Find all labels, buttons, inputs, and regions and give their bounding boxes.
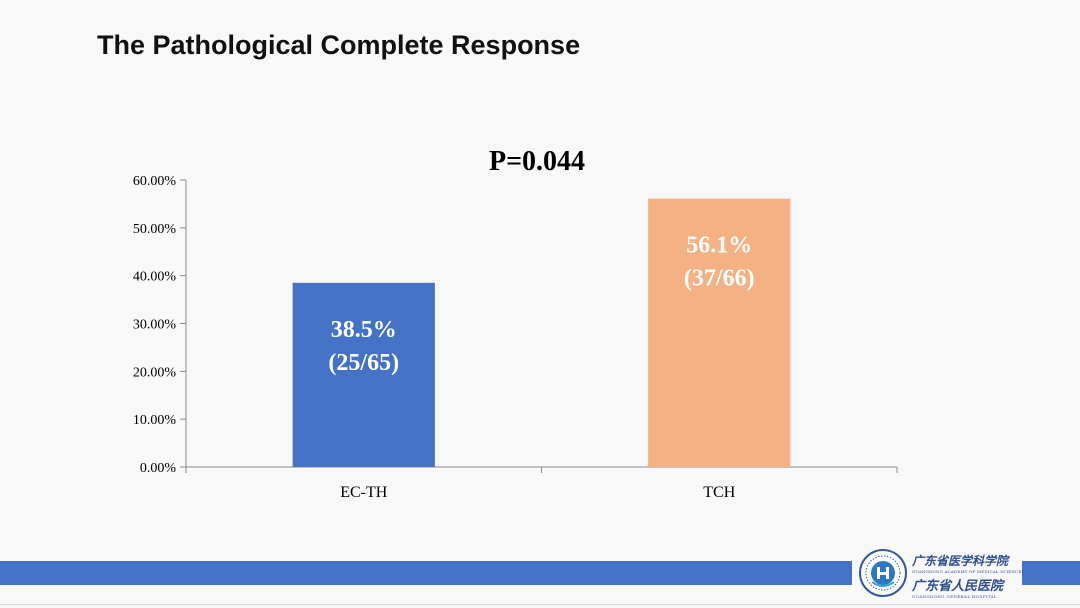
x-tick-label: EC-TH (340, 484, 388, 501)
data-label-ratio: (37/66) (684, 266, 755, 292)
data-labels-group: 38.5% (25/65) 56.1% (37/66) (328, 233, 754, 376)
y-tick-label: 0.00% (140, 461, 177, 476)
data-label-percent: 38.5% (331, 317, 397, 343)
footer-stripe-left (0, 561, 852, 585)
chart-title: P=0.044 (489, 146, 585, 177)
slide-title: The Pathological Complete Response (97, 30, 581, 60)
y-tick-label: 40.00% (133, 270, 177, 285)
footer-bar (0, 561, 1080, 585)
org-name-1: 广东省医学科学院 (912, 554, 1009, 568)
x-axis: EC-TH TCH (185, 466, 898, 501)
org-name-2-en: GUANGDONG GENERAL HOSPITAL (912, 594, 998, 599)
org-name-2: 广东省人民医院 (912, 579, 1004, 594)
bar-chart: P=0.044 0.00% 10.00% 20.00% 30.00% 40.00% 50.… (133, 146, 898, 501)
y-tick-label: 10.00% (133, 413, 177, 428)
bars-group (292, 198, 791, 467)
y-tick-label: 30.00% (133, 318, 177, 333)
hospital-logo: 广东省医学科学院 GUANGDONG ACADEMY OF MEDICAL SC… (858, 548, 1024, 604)
y-tick-label: 20.00% (133, 365, 177, 380)
org-name-1-en: GUANGDONG ACADEMY OF MEDICAL SCIENCES (912, 569, 1025, 574)
org-text: 广东省医学科学院 GUANGDONG ACADEMY OF MEDICAL SC… (912, 552, 1025, 599)
bar-ec-th (292, 282, 435, 467)
y-tick-label: 50.00% (133, 222, 177, 237)
y-axis: 0.00% 10.00% 20.00% 30.00% 40.00% 50.00% 60.00… (133, 174, 187, 476)
x-tick-label: TCH (703, 484, 735, 501)
y-tick-label: 60.00% (133, 174, 177, 189)
data-label-percent: 56.1% (686, 233, 752, 259)
bottom-rule (0, 604, 1080, 605)
footer-stripe-right (1022, 561, 1080, 585)
data-label-ratio: (25/65) (328, 350, 399, 376)
bar-tch (648, 198, 791, 467)
hospital-seal-icon (859, 549, 907, 597)
